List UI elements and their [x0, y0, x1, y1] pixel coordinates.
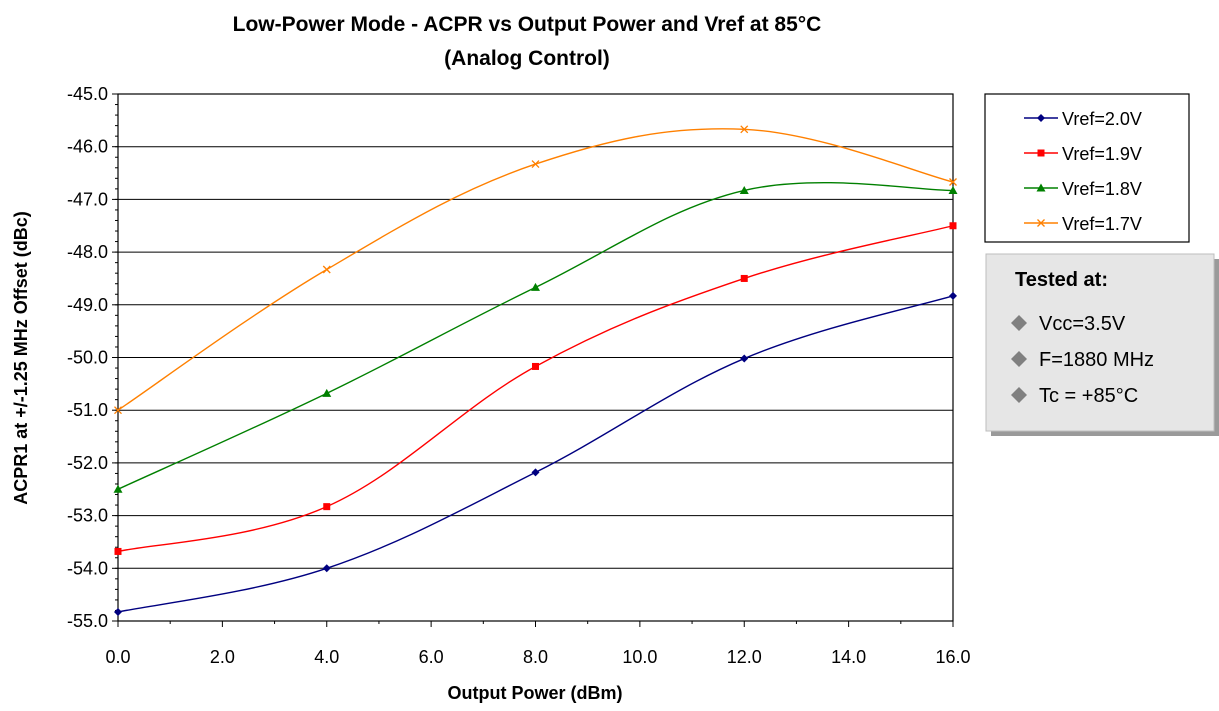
data-point [323, 266, 330, 273]
series-line [118, 226, 953, 552]
x-tick-label: 10.0 [622, 647, 657, 667]
y-tick-label: -46.0 [67, 137, 108, 157]
y-tick-label: -48.0 [67, 242, 108, 262]
y-tick-label: -47.0 [67, 189, 108, 209]
y-tick-label: -51.0 [67, 400, 108, 420]
series-4 [115, 126, 957, 414]
x-axis-title: Output Power (dBm) [448, 683, 623, 703]
test-conditions-box: Tested at: Vcc=3.5V F=1880 MHz Tc = +85°C [986, 254, 1219, 436]
data-point [532, 468, 540, 476]
x-tick-label: 12.0 [727, 647, 762, 667]
data-point [531, 283, 540, 291]
series-line [118, 296, 953, 612]
x-tick-label: 0.0 [105, 647, 130, 667]
data-point [950, 222, 957, 229]
y-tick-label: -50.0 [67, 348, 108, 368]
legend: Vref=2.0V Vref=1.9V Vref=1.8V Vref=1.7V [985, 94, 1189, 242]
x-tick-label: 14.0 [831, 647, 866, 667]
test-condition-text: Tc = +85°C [1039, 385, 1138, 407]
series-line [118, 183, 953, 490]
data-point [532, 161, 539, 168]
x-tick-label: 2.0 [210, 647, 235, 667]
chart-title: Low-Power Mode - ACPR vs Output Power an… [233, 13, 822, 36]
data-point [114, 485, 123, 493]
data-point [741, 275, 748, 282]
legend-marker [1038, 150, 1045, 157]
y-tick-label: -53.0 [67, 506, 108, 526]
series-1 [114, 292, 957, 616]
data-point [322, 389, 331, 397]
data-point [323, 564, 331, 572]
series-3 [114, 183, 958, 493]
data-point [114, 608, 122, 616]
data-point [532, 363, 539, 370]
legend-label: Vref=1.8V [1062, 179, 1142, 199]
data-point [740, 355, 748, 363]
data-point [949, 292, 957, 300]
test-conditions-title: Tested at: [1015, 269, 1108, 291]
chart-subtitle: (Analog Control) [444, 47, 610, 70]
x-tick-label: 16.0 [935, 647, 970, 667]
x-tick-label: 8.0 [523, 647, 548, 667]
legend-label: Vref=1.9V [1062, 144, 1142, 164]
legend-label: Vref=1.7V [1062, 214, 1142, 234]
grid-lines [118, 147, 953, 569]
data-point [115, 548, 122, 555]
test-condition-text: Vcc=3.5V [1039, 313, 1126, 335]
y-tick-label: -49.0 [67, 295, 108, 315]
y-tick-label: -52.0 [67, 453, 108, 473]
x-tick-label: 4.0 [314, 647, 339, 667]
y-axis-title: ACPR1 at +/-1.25 MHz Offset (dBc) [11, 211, 31, 505]
y-tick-label: -45.0 [67, 84, 108, 104]
y-tick-label: -55.0 [67, 611, 108, 631]
y-tick-label: -54.0 [67, 558, 108, 578]
series-2 [115, 222, 957, 555]
test-condition-text: F=1880 MHz [1039, 349, 1154, 371]
legend-label: Vref=2.0V [1062, 109, 1142, 129]
data-point [323, 503, 330, 510]
x-tick-label: 6.0 [419, 647, 444, 667]
